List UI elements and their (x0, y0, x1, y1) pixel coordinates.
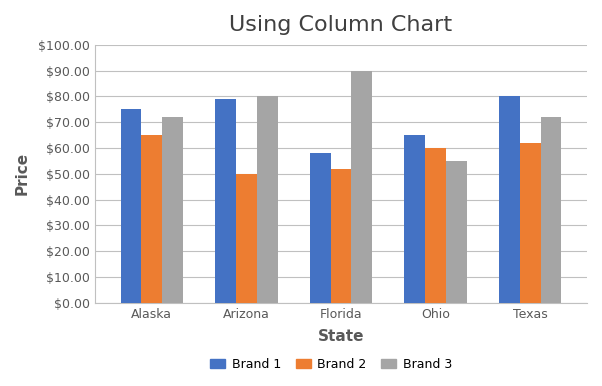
Bar (541, 117, 562, 303)
Bar (310, 153, 330, 303)
Bar (352, 71, 372, 303)
Bar (425, 148, 446, 303)
Bar (499, 96, 520, 303)
X-axis label: State: State (318, 329, 364, 344)
Bar (120, 109, 141, 303)
Bar (520, 143, 541, 303)
Y-axis label: Price: Price (15, 152, 30, 195)
Bar (215, 99, 236, 303)
Title: Using Column Chart: Using Column Chart (229, 15, 453, 35)
Bar (330, 169, 352, 303)
Bar (257, 96, 278, 303)
Bar (405, 135, 425, 303)
Legend: Brand 1, Brand 2, Brand 3: Brand 1, Brand 2, Brand 3 (205, 353, 457, 376)
Bar (236, 174, 257, 303)
Bar (446, 161, 467, 303)
Bar (162, 117, 183, 303)
Bar (141, 135, 162, 303)
